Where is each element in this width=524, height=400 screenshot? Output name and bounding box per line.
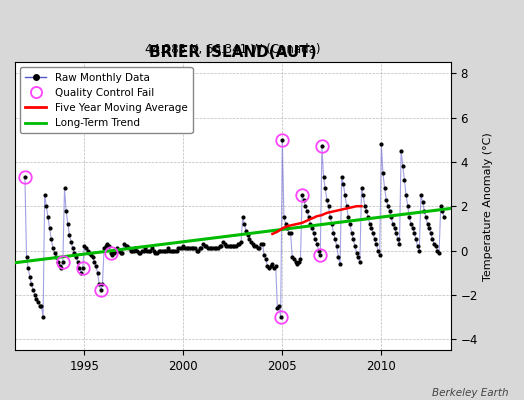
Text: Berkeley Earth: Berkeley Earth <box>432 388 508 398</box>
Text: 44.283 N, 66.341 W (Canada): 44.283 N, 66.341 W (Canada) <box>145 43 321 56</box>
Legend: Raw Monthly Data, Quality Control Fail, Five Year Moving Average, Long-Term Tren: Raw Monthly Data, Quality Control Fail, … <box>20 67 192 134</box>
Y-axis label: Temperature Anomaly (°C): Temperature Anomaly (°C) <box>483 132 493 280</box>
Title: BRIER ISLAND(AUT): BRIER ISLAND(AUT) <box>149 45 316 60</box>
